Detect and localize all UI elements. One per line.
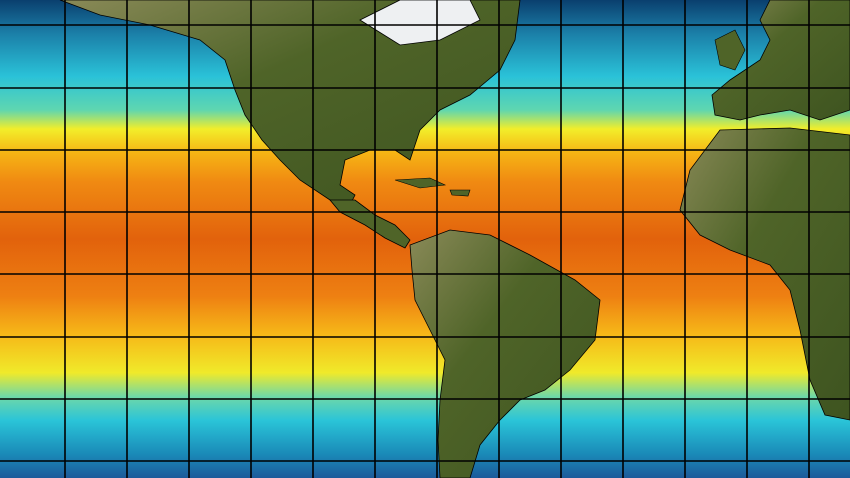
british-isles [714,29,746,71]
greenland [359,0,481,46]
caribbean-islands [394,177,471,197]
africa [679,127,850,421]
south-america [409,229,601,478]
north-america [59,0,521,206]
